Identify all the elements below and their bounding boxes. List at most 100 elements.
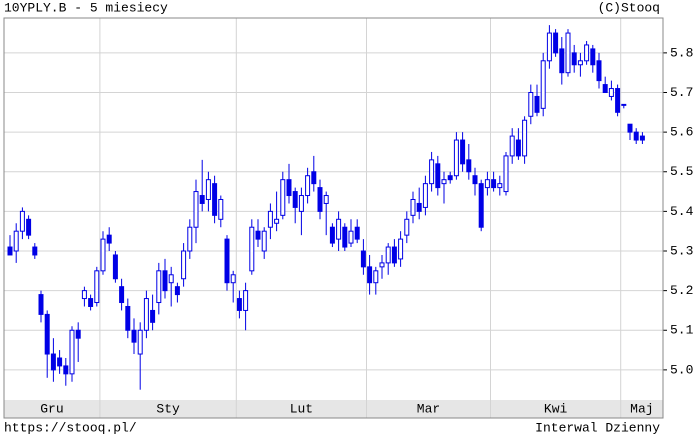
candle-body	[453, 139, 459, 177]
candle-body	[267, 210, 273, 228]
x-tick-label: Gru	[40, 401, 63, 416]
candle-body	[354, 226, 360, 240]
candle-body	[143, 298, 149, 331]
candle-body	[422, 183, 428, 208]
candle-body	[205, 179, 211, 200]
candle-body	[224, 238, 230, 284]
candle-body	[75, 329, 81, 339]
y-tick-label: 5.6	[670, 125, 693, 140]
plot-frame	[3, 17, 664, 419]
candle-body	[181, 250, 187, 280]
candle-body	[596, 60, 602, 82]
candle-body	[94, 270, 100, 304]
y-tick-label: 5.2	[670, 283, 693, 298]
y-tick-label: 5.1	[670, 323, 693, 338]
candle-body	[398, 238, 404, 260]
candle-body	[553, 32, 559, 54]
candle-body	[466, 159, 472, 173]
candle-body	[584, 44, 590, 62]
candle-body	[7, 246, 13, 256]
candle-body	[305, 175, 311, 197]
candle-body	[261, 230, 267, 252]
candle-body	[218, 198, 224, 220]
candle-body	[633, 131, 639, 141]
candle-body	[608, 88, 614, 97]
x-axis-band	[4, 400, 663, 418]
candle-body	[342, 226, 348, 248]
candle-body	[100, 238, 106, 272]
candle-body	[69, 329, 75, 375]
candle-body	[193, 191, 199, 228]
candle-body	[515, 139, 521, 157]
candle-body	[602, 84, 608, 93]
candle-body	[404, 218, 410, 236]
interval-label: Interwal Dzienny	[535, 420, 660, 435]
candle-body	[168, 274, 174, 284]
candle-body	[286, 179, 292, 197]
candle-body	[236, 298, 242, 311]
candle-body	[156, 270, 162, 304]
candle-body	[63, 365, 69, 375]
x-tick-label: Mar	[417, 401, 440, 416]
candle-body	[298, 195, 304, 212]
url-label: https://stooq.pl/	[4, 420, 137, 435]
candle-body	[32, 246, 38, 256]
candle-body	[379, 262, 385, 268]
candle-body	[522, 119, 528, 157]
candle-body	[577, 60, 583, 66]
candle-body	[131, 329, 137, 343]
candle-body	[429, 159, 435, 185]
candle-body	[484, 179, 490, 189]
candle-body	[187, 226, 193, 252]
candle-body	[503, 155, 509, 193]
y-tick-label: 5.8	[670, 45, 693, 60]
candle-body	[571, 52, 577, 66]
candle-body	[243, 290, 249, 311]
y-tick-label: 5.5	[670, 164, 693, 179]
x-tick-label: Maj	[630, 401, 653, 416]
candle-body	[509, 135, 515, 157]
candle-body	[546, 32, 552, 62]
y-tick-label: 5.4	[670, 204, 693, 219]
candle-body	[565, 32, 571, 74]
y-tick-label: 5.3	[670, 243, 693, 258]
candle-body	[274, 218, 280, 224]
candle-body	[373, 270, 379, 284]
candle-body	[174, 286, 180, 296]
candle-body	[590, 48, 596, 66]
candle-body	[119, 286, 125, 304]
candle-body	[559, 48, 565, 74]
candle-body	[292, 191, 298, 208]
x-tick-label: Sty	[156, 401, 180, 416]
candle-body	[627, 123, 633, 133]
candle-body	[528, 91, 534, 117]
candle-body	[534, 95, 540, 113]
candle-body	[497, 183, 503, 189]
candle-body	[416, 202, 422, 212]
candle-body	[255, 230, 261, 240]
candle-body	[460, 139, 466, 165]
candle-body	[472, 175, 478, 185]
candle-body	[230, 274, 236, 284]
candle-body	[249, 226, 255, 272]
candle-body	[212, 183, 218, 216]
candle-body	[348, 230, 354, 244]
candle-body	[162, 270, 168, 292]
candle-body	[311, 171, 317, 185]
candle-body	[323, 195, 329, 204]
candle-body	[106, 234, 112, 244]
candle-body	[317, 187, 323, 212]
candle-body	[150, 309, 156, 323]
source-label: (C)Stooq	[598, 0, 660, 15]
candle-body	[50, 353, 56, 371]
candle-body	[360, 250, 366, 268]
candle-body	[491, 179, 497, 189]
candle-body	[615, 88, 621, 113]
candle-body	[280, 179, 286, 216]
candle-body	[540, 60, 546, 109]
candle-body	[391, 246, 397, 264]
chart-title: 10YPLY.B - 5 miesiecy	[4, 0, 168, 15]
candle-body	[478, 183, 484, 228]
candle-body	[441, 179, 447, 185]
